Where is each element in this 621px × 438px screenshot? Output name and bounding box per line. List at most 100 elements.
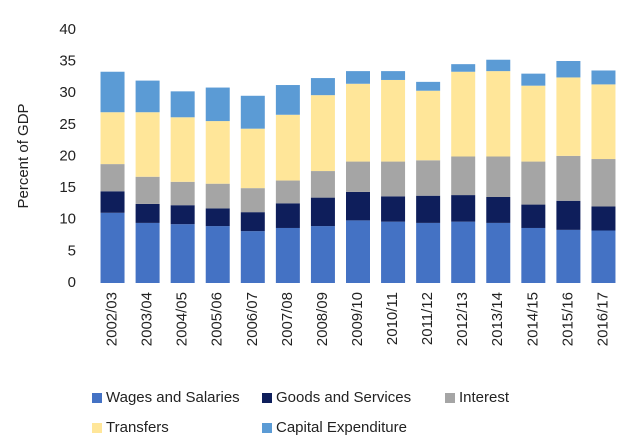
y-tick-label: 15 — [59, 179, 76, 196]
bar-segment — [556, 200, 581, 230]
bar-segment — [381, 221, 406, 283]
bar-segment — [381, 71, 406, 80]
bar-segment — [521, 161, 546, 205]
bar-segment — [310, 226, 335, 283]
x-tick-label: 2002/03 — [104, 292, 121, 346]
legend-swatch — [262, 423, 272, 433]
bar-segment — [170, 91, 195, 118]
bar-segment — [381, 79, 406, 162]
bar-segment — [205, 87, 230, 122]
bar-segment — [275, 227, 300, 283]
bar-segment — [135, 222, 160, 283]
legend-label: Capital Expenditure — [276, 419, 407, 436]
bar-segment — [591, 206, 616, 231]
x-tick-label: 2008/09 — [314, 292, 331, 346]
bar-segment — [416, 90, 441, 161]
bar-segment — [240, 95, 265, 129]
bar-segment — [521, 204, 546, 228]
bar-segment — [205, 121, 230, 184]
bar-segment — [100, 191, 125, 213]
legend-label: Interest — [459, 389, 510, 406]
legend-swatch — [92, 423, 102, 433]
bar-segment — [556, 60, 581, 78]
bar-segment — [170, 224, 195, 283]
x-tick-label: 2016/17 — [594, 292, 611, 346]
x-tick-label: 2014/15 — [524, 292, 541, 346]
bar-segment — [275, 180, 300, 204]
bar-segment — [591, 84, 616, 160]
bar-segment — [521, 85, 546, 162]
x-tick-label: 2006/07 — [244, 292, 261, 346]
bar-segment — [170, 181, 195, 206]
bar-segment — [521, 227, 546, 283]
bar-segment — [521, 73, 546, 86]
y-tick-label: 40 — [59, 21, 76, 38]
bar-segment — [346, 191, 370, 221]
bar-segment — [486, 196, 511, 223]
y-tick-label: 30 — [59, 84, 76, 101]
y-tick-label: 25 — [59, 116, 76, 133]
bar-segment — [451, 71, 476, 157]
legend-label: Goods and Services — [276, 389, 411, 406]
bar-segment — [240, 231, 265, 283]
y-tick-label: 35 — [59, 53, 76, 70]
bar-segment — [275, 85, 300, 115]
x-tick-label: 2013/14 — [489, 292, 506, 346]
legend-swatch — [445, 393, 455, 403]
x-tick-label: 2004/05 — [174, 292, 191, 346]
x-tick-label: 2003/04 — [139, 292, 156, 346]
bar-segment — [346, 71, 370, 84]
bar-segment — [486, 222, 511, 283]
bar-segment — [310, 171, 335, 198]
bar-segment — [556, 155, 581, 201]
bar-segment — [451, 221, 476, 283]
bar-segment — [591, 230, 616, 283]
bar-segment — [275, 203, 300, 228]
y-tick-label: 20 — [59, 147, 76, 164]
legend-swatch — [92, 393, 102, 403]
bar-segment — [556, 229, 581, 283]
bar-segment — [486, 59, 511, 72]
bar-segment — [100, 164, 125, 192]
bar-segment — [416, 195, 441, 223]
bar-segment — [205, 208, 230, 227]
bar-segment — [591, 159, 616, 207]
legend-swatch — [262, 393, 272, 403]
x-tick-label: 2010/11 — [384, 292, 401, 345]
bar-segment — [170, 117, 195, 182]
bar-segment — [346, 83, 370, 162]
bar-segment — [310, 78, 335, 96]
bar-segment — [310, 95, 335, 172]
bar-segment — [416, 160, 441, 196]
bar-segment — [556, 77, 581, 156]
legend-label: Transfers — [106, 419, 169, 436]
bar-segment — [100, 212, 125, 283]
bar-segment — [416, 81, 441, 91]
bar-segment — [451, 156, 476, 196]
bar-segment — [275, 114, 300, 181]
bar-segment — [100, 71, 125, 113]
bar-segment — [381, 161, 406, 197]
bar-segment — [591, 70, 616, 85]
bar-segment — [240, 212, 265, 232]
bar-segment — [346, 220, 370, 283]
y-tick-label: 5 — [68, 242, 76, 259]
legend-label: Wages and Salaries — [106, 389, 240, 406]
bar-segment — [346, 161, 370, 192]
bar-segment — [416, 222, 441, 283]
bar-segment — [451, 64, 476, 72]
bar-segment — [486, 156, 511, 197]
bar-segment — [170, 205, 195, 225]
y-axis-label: Percent of GDP — [15, 103, 32, 208]
bar-segment — [381, 196, 406, 222]
bar-segment — [100, 112, 125, 165]
x-tick-label: 2011/12 — [419, 292, 436, 345]
bar-segment — [135, 80, 160, 113]
x-tick-label: 2015/16 — [559, 292, 576, 346]
bar-segment — [310, 197, 335, 227]
x-tick-label: 2009/10 — [349, 292, 366, 346]
bar-segment — [135, 203, 160, 223]
bar-segment — [135, 176, 160, 204]
bar-segment — [135, 112, 160, 177]
